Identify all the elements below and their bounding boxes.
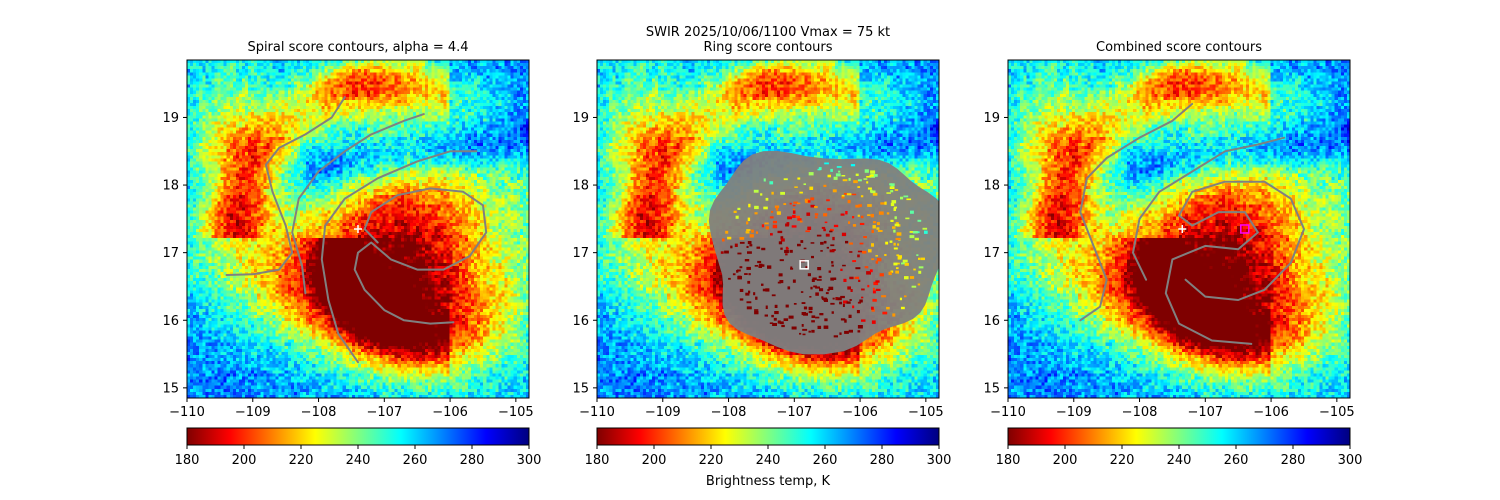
score-contour-line	[320, 150, 478, 364]
panel-title: Spiral score contours, alpha = 4.4	[247, 40, 468, 55]
x-tick-label: −107	[776, 405, 812, 420]
x-tick-label: −110	[169, 405, 205, 420]
colorbar-tick-label: 200	[232, 453, 257, 468]
colorbar-tick-label: 200	[642, 453, 667, 468]
y-tick-label: 18	[572, 179, 589, 194]
axes-frame	[1007, 59, 1351, 399]
panel-title: Ring score contours	[703, 40, 832, 55]
figure-suptitle: SWIR 2025/10/06/1100 Vmax = 75 kt	[646, 25, 890, 40]
y-tick-label: 19	[572, 111, 589, 126]
axes-frame	[596, 59, 940, 399]
axes-frame	[186, 59, 530, 399]
colorbar-tick-label: 180	[585, 453, 610, 468]
y-tick-label: 18	[162, 179, 179, 194]
colorbar-tick-label: 220	[1110, 453, 1135, 468]
x-tick-label: −110	[990, 405, 1026, 420]
x-tick-label: −105	[498, 405, 534, 420]
center-marker	[1240, 224, 1250, 234]
y-tick-label: 17	[983, 246, 1000, 261]
x-tick-label: −108	[1122, 405, 1158, 420]
colorbar-tick-label: 180	[996, 453, 1021, 468]
y-tick-label: 16	[572, 314, 589, 329]
colorbar-label: Brightness temp, K	[706, 474, 831, 489]
score-contour-line	[1132, 136, 1286, 281]
x-tick-label: −106	[842, 405, 878, 420]
colorbar-tick-label: 280	[870, 453, 895, 468]
x-tick-label: −110	[579, 405, 615, 420]
colorbar	[1007, 427, 1351, 446]
y-tick-label: 18	[983, 179, 1000, 194]
panel-1: Spiral score contours, alpha = 4.4 −110 −1…	[162, 40, 541, 468]
y-tick-label: 16	[162, 314, 179, 329]
x-tick-label: −106	[432, 405, 468, 420]
colorbar-tick-label: 260	[403, 453, 428, 468]
x-tick-label: −107	[1187, 405, 1223, 420]
colorbar-tick-label: 240	[346, 453, 371, 468]
center-marker	[799, 260, 809, 270]
y-tick-label: 15	[983, 381, 1000, 396]
colorbar-tick-label: 220	[699, 453, 724, 468]
y-tick-label: 19	[983, 111, 1000, 126]
y-tick-label: 15	[572, 381, 589, 396]
colorbar-tick-label: 220	[289, 453, 314, 468]
x-tick-label: −106	[1253, 405, 1289, 420]
colorbar-tick-label: 180	[175, 453, 200, 468]
panel-3: Combined score contours −110 −109 −108 −107 −…	[983, 40, 1362, 468]
x-tick-label: −109	[1056, 405, 1092, 420]
colorbar-tick-label: 240	[756, 453, 781, 468]
colorbar-tick-label: 280	[460, 453, 485, 468]
x-tick-label: −107	[366, 405, 402, 420]
colorbar-tick-label: 200	[1053, 453, 1078, 468]
colorbar-tick-label: 280	[1281, 453, 1306, 468]
ring-score-contour-region	[708, 150, 939, 355]
y-tick-label: 19	[162, 111, 179, 126]
y-tick-label: 17	[572, 246, 589, 261]
colorbar-tick-label: 260	[813, 453, 838, 468]
colorbar	[596, 427, 940, 446]
score-contour-line	[225, 96, 346, 276]
score-contour-line	[353, 187, 488, 325]
colorbar-tick-label: 300	[517, 453, 542, 468]
y-tick-label: 17	[162, 246, 179, 261]
y-tick-label: 15	[162, 381, 179, 396]
x-tick-label: −108	[711, 405, 747, 420]
score-contour-line	[1164, 180, 1305, 345]
panel-2: Ring score contours −110 −109 −108 −107 −106 −…	[572, 40, 951, 468]
score-contour-line	[1079, 102, 1194, 322]
secondary-marker	[1178, 225, 1187, 233]
colorbar-tick-label: 240	[1167, 453, 1192, 468]
y-tick-label: 16	[983, 314, 1000, 329]
x-tick-label: −108	[301, 405, 337, 420]
colorbar	[186, 427, 530, 446]
colorbar-tick-label: 300	[1338, 453, 1363, 468]
colorbar-tick-label: 260	[1224, 453, 1249, 468]
center-marker	[354, 225, 362, 233]
colorbar-tick-label: 300	[927, 453, 952, 468]
x-tick-label: −105	[908, 405, 944, 420]
x-tick-label: −109	[645, 405, 681, 420]
x-tick-label: −105	[1319, 405, 1355, 420]
panel-title: Combined score contours	[1096, 40, 1262, 55]
x-tick-label: −109	[235, 405, 271, 420]
score-contour-line	[291, 113, 425, 295]
